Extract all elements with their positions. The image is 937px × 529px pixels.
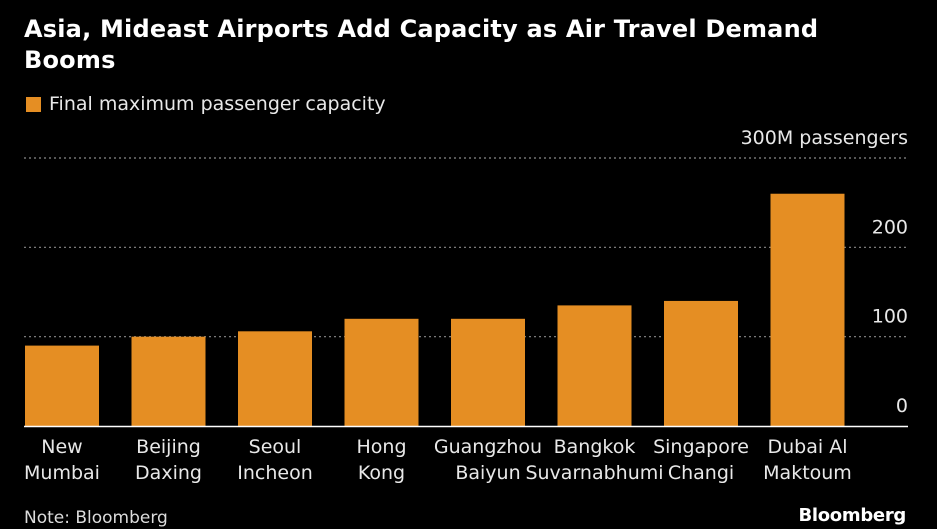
x-tick-label: Maktoum	[763, 462, 852, 484]
x-tick-label: Kong	[358, 462, 405, 484]
bar	[344, 318, 419, 426]
x-tick-label: Seoul	[249, 436, 302, 458]
bar	[770, 193, 845, 426]
x-tick-label: Bangkok	[554, 436, 636, 458]
x-tick-label: Incheon	[237, 462, 313, 484]
x-tick-label: Singapore	[653, 436, 749, 458]
bar	[664, 300, 738, 426]
bar	[557, 305, 632, 426]
bar	[131, 336, 206, 426]
y-axis-unit-label: 300M passengers	[741, 127, 908, 149]
x-tick-label: Dubai Al	[768, 436, 848, 458]
x-tick-label: Daxing	[135, 462, 202, 484]
x-tick-label: Baiyun	[455, 462, 520, 484]
bar	[238, 331, 312, 426]
y-tick-label: 0	[896, 395, 908, 417]
source-note: Note: Bloomberg	[24, 508, 168, 528]
x-tick-label: Mumbai	[24, 462, 100, 484]
legend-label: Final maximum passenger capacity	[49, 93, 386, 115]
x-tick-label: Changi	[668, 462, 734, 484]
x-tick-label: Guangzhou	[434, 436, 542, 458]
legend-swatch	[26, 96, 41, 112]
x-tick-label: Beijing	[136, 436, 201, 458]
y-tick-label: 200	[872, 216, 908, 238]
y-tick-label: 100	[872, 306, 908, 328]
bloomberg-logo: Bloomberg	[798, 505, 906, 526]
chart-title: Asia, Mideast Airports Add Capacity as A…	[24, 15, 819, 74]
x-tick-label: Hong	[356, 436, 406, 458]
x-tick-label: New	[41, 436, 82, 458]
x-tick-label: Suvarnabhumi	[525, 462, 663, 484]
legend: Final maximum passenger capacity	[26, 93, 386, 115]
bar	[25, 345, 99, 426]
bar	[451, 318, 525, 426]
